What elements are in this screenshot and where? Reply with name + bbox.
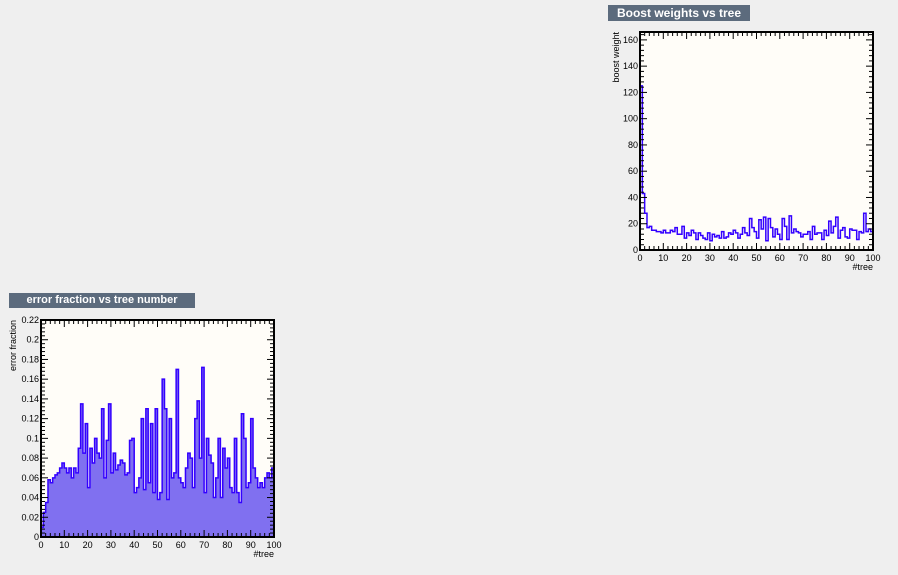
boost-y-tick-label: 80: [628, 140, 638, 150]
boost-x-tick-label: 90: [845, 253, 855, 263]
boost-plot-area: [640, 32, 873, 250]
boost-x-tick-label: 40: [728, 253, 738, 263]
error-fraction-title: error fraction vs tree number: [9, 293, 195, 308]
boost-y-axis-label: boost weight: [611, 32, 621, 83]
boost-x-axis-label: #tree: [852, 262, 873, 272]
boost-y-tick-label: 120: [623, 87, 638, 97]
error-x-tick-label: 10: [59, 540, 69, 550]
error-y-tick-label: 0.08: [21, 453, 39, 463]
error-x-tick-label: 100: [266, 540, 281, 550]
boost-x-tick-label: 80: [821, 253, 831, 263]
error-fraction-frame: 0 10 20 30 40 50 60 70 80 90 100 0 0.02 0.04 0.06 0.08 0…: [8, 315, 282, 559]
error-x-tick-label: 40: [129, 540, 139, 550]
error-y-tick-label: 0.04: [21, 493, 39, 503]
error-x-tick-label: 0: [38, 540, 43, 550]
error-y-tick-label: 0.12: [21, 414, 39, 424]
error-x-tick-label: 20: [83, 540, 93, 550]
error-x-tick-label: 50: [152, 540, 162, 550]
boost-series-line: [639, 85, 874, 250]
error-series-line: [40, 366, 275, 537]
error-y-axis-label: error fraction: [8, 320, 18, 371]
boost-x-tick-label: 60: [775, 253, 785, 263]
error-y-tick-label: 0.14: [21, 394, 39, 404]
error-y-tick-label: 0.06: [21, 473, 39, 483]
boost-x-tick-label: 20: [682, 253, 692, 263]
boost-weights-title: Boost weights vs tree: [608, 5, 750, 21]
boost-y-tick-label: 0: [633, 245, 638, 255]
boost-y-tick-label: 40: [628, 192, 638, 202]
error-y-tick-label: 0.18: [21, 354, 39, 364]
boost-x-tick-label: 100: [865, 253, 880, 263]
error-x-tick-label: 30: [106, 540, 116, 550]
boost-x-tick-label: 10: [658, 253, 668, 263]
error-x-tick-label: 90: [246, 540, 256, 550]
boost-x-tick-label: 0: [637, 253, 642, 263]
boost-y-tick-label: 60: [628, 166, 638, 176]
boost-x-tick-label: 30: [705, 253, 715, 263]
boost-y-tick-label: 160: [623, 35, 638, 45]
error-y-tick-label: 0.1: [26, 433, 39, 443]
error-y-tick-label: 0.16: [21, 374, 39, 384]
boost-y-tick-label: 100: [623, 114, 638, 124]
boost-y-tick-label: 140: [623, 61, 638, 71]
boost-weights-frame: 0 10 20 30 40 50 60 70 80 90 100 0 20 40 60 80 100 120 140…: [611, 31, 881, 272]
error-y-tick-label: 0.02: [21, 512, 39, 522]
error-y-tick-label: 0.22: [21, 315, 39, 325]
error-y-tick-label: 0.2: [26, 335, 39, 345]
boost-x-tick-label: 70: [798, 253, 808, 263]
error-x-tick-label: 80: [222, 540, 232, 550]
error-y-tick-label: 0: [34, 532, 39, 542]
error-x-tick-label: 60: [176, 540, 186, 550]
boost-y-tick-label: 20: [628, 219, 638, 229]
error-x-tick-label: 70: [199, 540, 209, 550]
error-x-axis-label: #tree: [253, 549, 274, 559]
boost-x-tick-label: 50: [751, 253, 761, 263]
